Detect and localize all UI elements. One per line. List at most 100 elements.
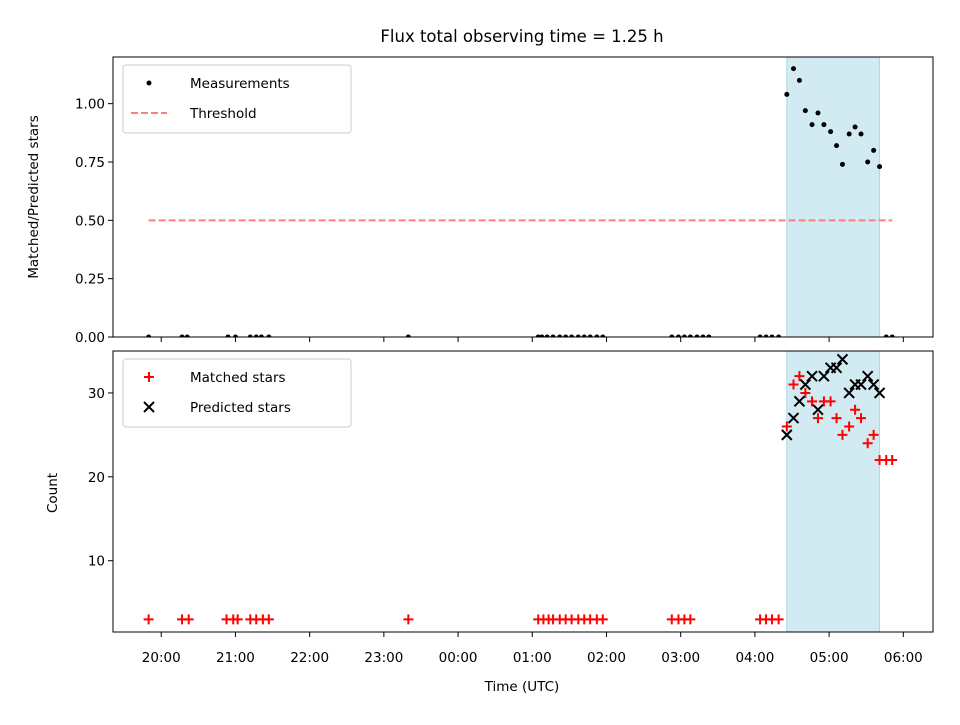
matched-stars-point [597,614,608,625]
predicted-stars-point [818,370,830,382]
measurements-point [877,164,883,170]
predicted-stars-point [867,378,880,391]
measurements-point [834,143,840,149]
measurements-point [700,334,706,337]
predicted-stars-point [843,387,855,399]
matched-stars-point [403,614,414,625]
measurements-point [687,334,693,337]
matched-stars-point [781,421,792,432]
predicted-stars-point [812,404,824,416]
matched-stars-point [862,438,873,449]
x-tick-label: 21:00 [216,650,255,666]
measurements-point [266,334,272,337]
measurements-point [253,334,259,337]
measurements-point [815,110,821,116]
matched-stars-point [263,614,274,625]
measurements-point [600,334,606,337]
measurements-point [763,334,769,337]
matched-stars-point [183,614,194,625]
measurements-point [179,334,185,337]
measurements-point [858,131,864,137]
axes-frame [112,350,934,633]
matched-stars-point [844,421,855,432]
measurements-point [258,334,264,337]
legend-label: Matched stars [190,370,286,386]
x-tick-label: 02:00 [587,650,626,666]
x-tick-label: 03:00 [661,650,700,666]
measurements-point [581,334,587,337]
bottom-y-axis-label: Count [45,473,61,513]
legend: Matched stars Predicted stars [122,358,352,428]
series-layer [146,66,895,337]
matched-stars-point [807,396,818,407]
measurements-point [784,91,790,97]
measurements-point [184,334,190,337]
predicted-stars-point [855,378,867,391]
measurements-point [544,334,550,337]
legend-label: Predicted stars [190,400,291,416]
predicted-stars-point [873,387,886,399]
legend-box [122,64,352,134]
matched-stars-point [868,429,879,440]
panel-count: 10 20 30 20:00 21:00 22:00 23:00 00:00 01:00 02:0… [88,350,934,666]
measurements-point [706,334,712,337]
legend-dot-icon [146,80,152,86]
legend-x-icon [143,401,155,413]
measurements-point [681,334,687,337]
predicted-stars-point [836,353,849,366]
measurements-point [146,334,152,337]
measurements-point [828,129,834,135]
y-tick-label: 0.25 [75,272,105,288]
measurements-point [839,161,845,167]
x-tick-label: 05:00 [810,650,849,666]
legend-label: Measurements [190,76,290,92]
measurements-point [247,334,253,337]
measurements-point [757,334,763,337]
plot-layer: 0.00 0.25 0.50 0.75 1.00 Measurements Threshol… [75,56,934,666]
legend-box [122,358,352,428]
measurements-point [575,334,581,337]
measurements-point [669,334,675,337]
observing-window-span [786,56,881,338]
y-tick-label: 0.75 [75,155,105,171]
legend: Measurements Threshold [122,64,352,134]
predicted-stars-point [861,370,874,382]
x-tick-label: 22:00 [290,650,329,666]
matched-stars-point [788,379,799,390]
measurements-point [405,334,411,337]
predicted-stars-point [806,370,818,382]
legend-label: Threshold [189,106,257,122]
measurements-point [535,334,541,337]
measurements-point [694,334,700,337]
measurements-point [563,334,569,337]
measurements-point [790,66,796,72]
predicted-stars-point [793,395,806,408]
measurements-point [557,334,563,337]
panel-ratio: 0.00 0.25 0.50 0.75 1.00 Measurements Threshol… [75,56,934,346]
x-tick-label: 00:00 [439,650,478,666]
x-tick-label: 20:00 [142,650,181,666]
matched-stars-point [143,614,154,625]
measurements-point [865,159,871,165]
axes-frame [112,56,934,338]
matched-stars-point [794,371,805,382]
measurements-point [769,334,775,337]
matched-stars-point [812,413,823,424]
measurements-point [889,334,895,337]
x-tick-label: 01:00 [513,650,552,666]
predicted-stars-point [799,378,812,391]
y-tick-label: 20 [88,470,105,486]
series-layer [143,353,898,625]
measurements-point [232,334,238,337]
legend-plus-icon [144,372,154,382]
matched-stars-point [887,455,898,466]
matched-stars-point [850,404,861,415]
measurements-point [821,122,827,128]
matched-stars-point [800,387,811,398]
y-tick-label: 1.00 [75,97,105,113]
measurements-point [802,108,808,114]
measurements-point [871,147,877,153]
measurements-point [852,124,858,130]
